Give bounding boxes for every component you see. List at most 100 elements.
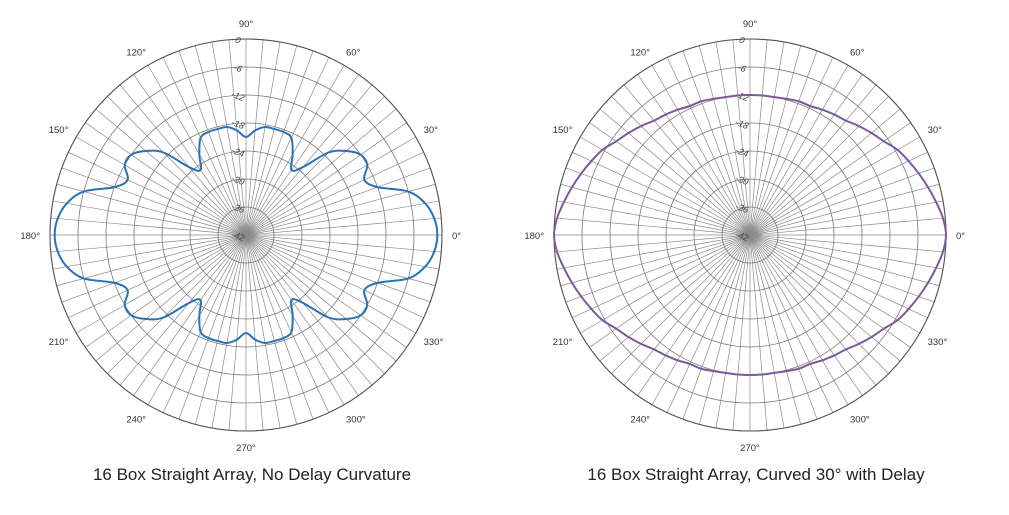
angle-gridline (228, 234, 247, 431)
angle-tick-label: 60° (850, 47, 865, 58)
radial-tick-label: -30 (734, 173, 750, 187)
angle-gridline (749, 65, 849, 236)
angle-gridline (556, 234, 751, 270)
angle-gridline (666, 57, 751, 236)
radial-tick-label: -30 (230, 173, 246, 187)
angle-gridline (749, 234, 946, 253)
angle-gridline (61, 234, 247, 303)
angle-gridline (560, 234, 751, 287)
angle-gridline (245, 234, 436, 287)
angle-tick-label: 0° (452, 231, 461, 242)
angle-gridline (749, 57, 834, 236)
angle-gridline (245, 39, 264, 236)
angle-gridline (194, 234, 247, 425)
angle-gridline (162, 57, 247, 236)
angle-gridline (245, 234, 330, 413)
angle-gridline (599, 234, 751, 362)
angle-gridline (50, 234, 247, 253)
angle-gridline (194, 45, 247, 236)
angle-gridline (623, 84, 751, 236)
angle-gridline (133, 74, 247, 236)
radial-tick-label: -18 (734, 117, 750, 131)
angle-gridline (245, 234, 442, 253)
angle-gridline (611, 234, 751, 374)
angle-gridline (245, 234, 407, 348)
angle-gridline (133, 234, 247, 396)
angle-gridline (52, 234, 247, 270)
angle-gridline (50, 217, 247, 236)
ring-gridline (161, 150, 331, 320)
angle-gridline (637, 234, 751, 396)
angle-gridline (245, 136, 416, 236)
ring-gridline (581, 66, 919, 404)
angle-gridline (698, 45, 751, 236)
radial-tick-label: -6 (233, 62, 244, 74)
angle-gridline (749, 234, 785, 429)
ring-gridline (77, 66, 415, 404)
angle-gridline (698, 234, 751, 425)
angle-tick-label: 330° (928, 337, 948, 348)
angle-gridline (178, 50, 247, 236)
angle-gridline (245, 234, 431, 303)
angle-gridline (245, 234, 359, 396)
angle-gridline (245, 200, 440, 236)
angle-gridline (749, 167, 935, 236)
angle-gridline (749, 234, 818, 420)
ring-gridline (133, 122, 359, 348)
ring-gridline (637, 122, 863, 348)
ring-gridline (665, 150, 835, 320)
radial-tick-label: -6 (737, 62, 748, 74)
angle-gridline (245, 65, 345, 236)
outer-ring (49, 38, 443, 432)
angle-gridline (245, 234, 385, 374)
radial-tick-label: -36 (734, 201, 750, 215)
radial-tick-label: -42 (734, 229, 750, 243)
angle-gridline (107, 234, 247, 374)
angle-tick-label: 300° (850, 415, 870, 426)
angle-gridline (245, 234, 264, 431)
angle-gridline (572, 151, 751, 236)
angle-gridline (749, 183, 940, 236)
angle-gridline (637, 74, 751, 236)
angle-gridline (245, 217, 442, 236)
angle-gridline (749, 234, 863, 396)
angle-tick-label: 270° (740, 443, 760, 454)
angle-gridline (749, 136, 920, 236)
angle-gridline (749, 41, 785, 236)
angle-gridline (749, 234, 802, 425)
angle-gridline (85, 234, 247, 348)
angle-gridline (749, 234, 935, 303)
angle-tick-label: 300° (346, 415, 366, 426)
angle-gridline (178, 234, 247, 420)
angle-gridline (245, 151, 424, 236)
angle-gridline (666, 234, 751, 413)
angle-gridline (651, 234, 751, 405)
angle-gridline (68, 234, 247, 319)
angle-gridline (56, 234, 247, 287)
radial-tick-label: 0 (738, 35, 746, 46)
angle-gridline (572, 234, 751, 319)
angle-tick-label: 90° (239, 19, 254, 30)
radial-tick-label: -42 (230, 229, 246, 243)
angle-gridline (565, 234, 751, 303)
ring-gridline (217, 206, 275, 264)
chart-title-right: 16 Box Straight Array, Curved 30° with D… (587, 465, 925, 484)
angle-tick-label: 150° (49, 125, 69, 136)
polar-grid (553, 38, 947, 432)
angle-gridline (245, 122, 407, 236)
ring-gridline (105, 94, 387, 376)
angle-gridline (147, 234, 247, 405)
angle-gridline (749, 108, 901, 236)
angle-gridline (749, 234, 849, 405)
angle-gridline (556, 200, 751, 236)
angle-gridline (554, 234, 751, 253)
angle-gridline (245, 167, 431, 236)
ring-gridline (189, 178, 303, 292)
angle-tick-label: 90° (743, 19, 758, 30)
ring-gridline (721, 206, 779, 264)
angle-gridline (749, 234, 768, 431)
angle-gridline (732, 39, 751, 236)
angle-gridline (245, 183, 436, 236)
angle-gridline (245, 41, 281, 236)
angle-tick-label: 180° (20, 231, 40, 242)
